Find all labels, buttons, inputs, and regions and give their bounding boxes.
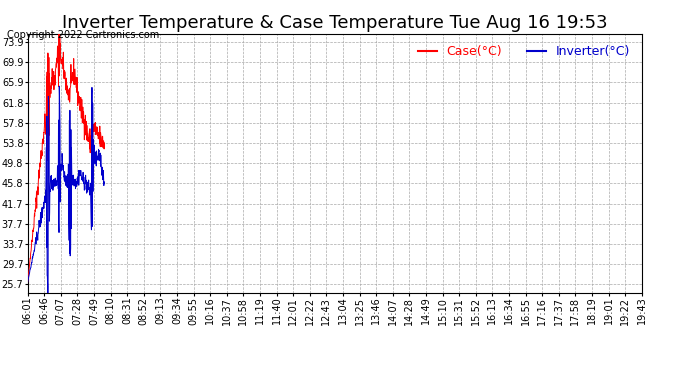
Title: Inverter Temperature & Case Temperature Tue Aug 16 19:53: Inverter Temperature & Case Temperature … xyxy=(62,14,607,32)
Legend: Case(°C), Inverter(°C): Case(°C), Inverter(°C) xyxy=(413,40,635,63)
Text: Copyright 2022 Cartronics.com: Copyright 2022 Cartronics.com xyxy=(7,30,159,39)
